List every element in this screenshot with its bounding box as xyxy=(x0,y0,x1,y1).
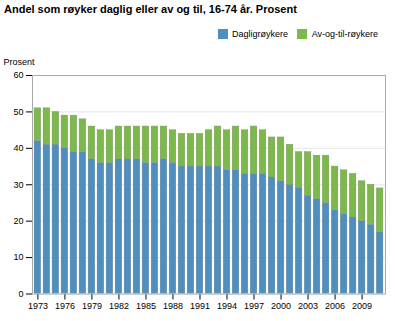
svg-text:1979: 1979 xyxy=(82,301,102,311)
svg-text:1988: 1988 xyxy=(163,301,183,311)
svg-text:0: 0 xyxy=(18,288,23,298)
svg-text:Prosent: Prosent xyxy=(4,56,36,66)
svg-text:30: 30 xyxy=(13,179,23,189)
svg-text:2003: 2003 xyxy=(298,301,318,311)
svg-text:50: 50 xyxy=(13,106,23,116)
svg-text:20: 20 xyxy=(13,216,23,226)
svg-text:1991: 1991 xyxy=(190,301,210,311)
svg-text:2000: 2000 xyxy=(271,301,291,311)
svg-text:1985: 1985 xyxy=(136,301,156,311)
svg-text:1997: 1997 xyxy=(244,301,264,311)
svg-text:2009: 2009 xyxy=(352,301,372,311)
svg-text:1982: 1982 xyxy=(109,301,129,311)
svg-text:1973: 1973 xyxy=(28,301,48,311)
svg-text:40: 40 xyxy=(13,143,23,153)
html-text:Dagligrøykere: Dagligrøykere xyxy=(232,28,289,39)
svg-text:1976: 1976 xyxy=(55,301,75,311)
svg-text:2006: 2006 xyxy=(325,301,345,311)
html-text:Andel som røyker daglig eller: Andel som røyker daglig eller av og til,… xyxy=(4,3,297,15)
svg-text:1994: 1994 xyxy=(217,301,237,311)
svg-text:60: 60 xyxy=(13,70,23,80)
html-text:Av-og-til-røykere: Av-og-til-røykere xyxy=(311,28,378,39)
svg-text:10: 10 xyxy=(13,252,23,262)
